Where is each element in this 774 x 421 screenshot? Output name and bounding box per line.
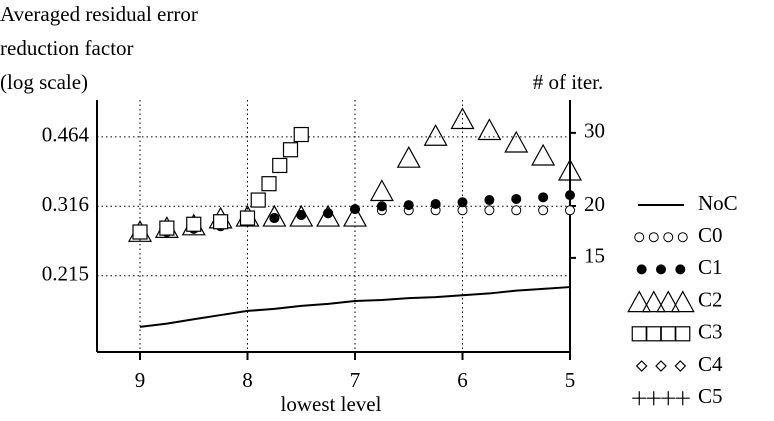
marker xyxy=(423,123,448,146)
legend-swatch xyxy=(646,391,661,406)
marker xyxy=(511,205,522,216)
legend-item: C5 xyxy=(632,384,723,408)
y2-tick-label: 30 xyxy=(584,119,605,143)
legend-swatch xyxy=(660,326,676,342)
legend-swatch xyxy=(634,232,645,243)
legend-label: C5 xyxy=(698,384,723,408)
legend-swatch xyxy=(641,290,666,313)
y-tick-label: 0.215 xyxy=(42,262,89,286)
legend-swatch xyxy=(636,264,647,275)
x-tick-label: 5 xyxy=(565,368,576,392)
y2-axis-label: # of iter. xyxy=(533,70,604,94)
legend-item: C0 xyxy=(634,223,723,247)
marker xyxy=(316,204,341,227)
y2-tick-label: 15 xyxy=(584,244,605,268)
legend-swatch xyxy=(675,326,691,342)
marker xyxy=(239,210,256,226)
legend-swatch xyxy=(656,264,666,275)
legend-item: C1 xyxy=(636,255,723,279)
marker xyxy=(504,130,529,153)
marker xyxy=(282,142,299,158)
legend-swatch xyxy=(674,360,687,372)
legend-label: C1 xyxy=(698,255,723,279)
y-axis-label: (log scale) xyxy=(0,70,88,94)
series-line xyxy=(139,286,571,328)
marker xyxy=(403,200,414,211)
legend-swatch xyxy=(655,360,667,372)
marker xyxy=(565,190,575,201)
legend-swatch xyxy=(656,290,681,313)
x-tick-label: 9 xyxy=(135,368,146,392)
marker xyxy=(477,118,502,141)
marker xyxy=(430,198,441,209)
legend-swatch xyxy=(661,391,676,406)
legend-label: C4 xyxy=(698,352,723,376)
marker xyxy=(296,210,307,221)
legend-swatch xyxy=(675,264,686,275)
marker xyxy=(261,176,277,192)
y-tick-label: 0.316 xyxy=(42,192,89,216)
marker xyxy=(269,213,280,224)
legend-swatch xyxy=(632,391,647,406)
marker xyxy=(531,143,556,166)
marker xyxy=(369,179,394,202)
x-tick-label: 8 xyxy=(242,368,253,392)
marker xyxy=(272,157,288,174)
legend-swatch xyxy=(677,232,688,243)
x-axis-label: lowest level xyxy=(281,392,382,416)
legend-label: C2 xyxy=(698,287,723,311)
marker xyxy=(538,205,549,216)
marker xyxy=(289,204,314,227)
legend-swatch xyxy=(675,391,690,406)
marker xyxy=(457,197,468,208)
y2-tick-label: 20 xyxy=(584,192,605,216)
marker xyxy=(511,193,522,204)
legend-label: C0 xyxy=(698,223,723,247)
legend-swatch xyxy=(648,232,659,243)
marker xyxy=(213,214,229,230)
marker xyxy=(484,205,495,216)
marker xyxy=(376,201,387,212)
marker xyxy=(484,195,495,206)
legend-item: C2 xyxy=(627,287,723,313)
y-axis-label: reduction factor xyxy=(0,36,134,60)
x-tick-label: 6 xyxy=(457,368,468,392)
y-tick-label: 0.464 xyxy=(42,123,90,147)
legend-swatch xyxy=(670,290,695,313)
legend-swatch xyxy=(635,360,648,372)
marker xyxy=(186,216,202,232)
marker xyxy=(538,192,549,203)
marker xyxy=(293,126,309,143)
marker xyxy=(159,220,175,236)
legend-item: NoC xyxy=(638,191,738,215)
marker xyxy=(396,145,421,168)
legend-swatch xyxy=(663,232,674,243)
marker xyxy=(450,107,475,130)
legend-swatch xyxy=(627,290,652,313)
x-tick-label: 7 xyxy=(350,368,361,392)
legend-label: NoC xyxy=(698,191,738,215)
marker xyxy=(557,158,583,181)
marker xyxy=(342,204,368,227)
legend-item: C4 xyxy=(635,352,723,376)
legend-item: C3 xyxy=(631,320,723,344)
marker xyxy=(132,224,148,240)
legend-swatch xyxy=(646,326,662,342)
marker xyxy=(565,205,575,216)
marker xyxy=(262,204,287,227)
marker xyxy=(250,192,266,208)
legend-label: C3 xyxy=(698,320,723,344)
legend-swatch xyxy=(631,326,647,342)
y-axis-label: Averaged residual error xyxy=(0,2,198,26)
